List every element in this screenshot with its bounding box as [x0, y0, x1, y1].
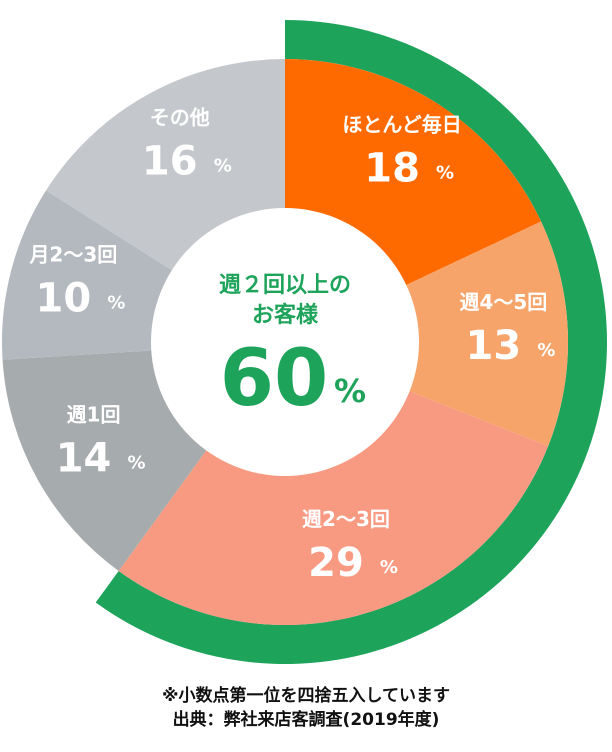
center-value: 60 — [220, 334, 329, 424]
center-label-line2: お客様 — [252, 302, 319, 328]
slice-label-3: 週2～3回 — [302, 507, 390, 531]
center-label-line1: 週２回以上の — [219, 273, 351, 298]
slice-3 — [118, 342, 549, 626]
slice-unit-1: % — [436, 163, 454, 184]
slice-label-4: 週1回 — [67, 402, 121, 426]
highlight-arc — [95, 20, 607, 664]
slice-value-3: 29 — [308, 540, 364, 586]
slice-2 — [285, 221, 568, 447]
rounding-note: ※小数点第一位を四捨五入しています — [161, 686, 451, 706]
donut-chart-svg: ほとんど毎日 18 % 週4～5回 13 % 週2～3回 29 % 週1回 14 % 月2～3回 10 % そ… — [2, 20, 607, 664]
source-note: 出典：弊社来店客調査(2019年度) — [172, 710, 440, 730]
slice-value-1: 18 — [364, 146, 420, 192]
slice-value-2: 13 — [466, 323, 522, 369]
highlight-arc-layer — [95, 20, 607, 664]
slice-label-5: 月2～3回 — [28, 243, 117, 267]
slice-unit-3: % — [380, 557, 398, 578]
center-unit: % — [334, 372, 366, 410]
slice-label-1: ほとんど毎日 — [342, 113, 461, 137]
slice-unit-6: % — [214, 156, 232, 177]
donut-chart: ほとんど毎日 18% 週4～5回 13% 週2～3回 29% 週1回 14% 月2～3回 10% そ… — [2, 20, 607, 664]
slice-unit-4: % — [128, 452, 146, 473]
labels-layer: ほとんど毎日 18 % 週4～5回 13 % 週2～3回 29 % 週1回 14 % 月2～3回 10 % そ… — [28, 106, 555, 586]
chart-notes: ※小数点第一位を四捨五入しています 出典：弊社来店客調査(2019年度) — [0, 684, 612, 732]
slice-label-2: 週4～5回 — [459, 290, 547, 314]
center-hole — [151, 208, 419, 476]
slice-unit-2: % — [537, 340, 555, 361]
slice-value-6: 16 — [142, 139, 198, 185]
slice-value-4: 14 — [56, 435, 112, 481]
slice-value-5: 10 — [36, 276, 92, 322]
slice-label-6: その他 — [150, 106, 210, 130]
slice-unit-5: % — [107, 293, 125, 314]
